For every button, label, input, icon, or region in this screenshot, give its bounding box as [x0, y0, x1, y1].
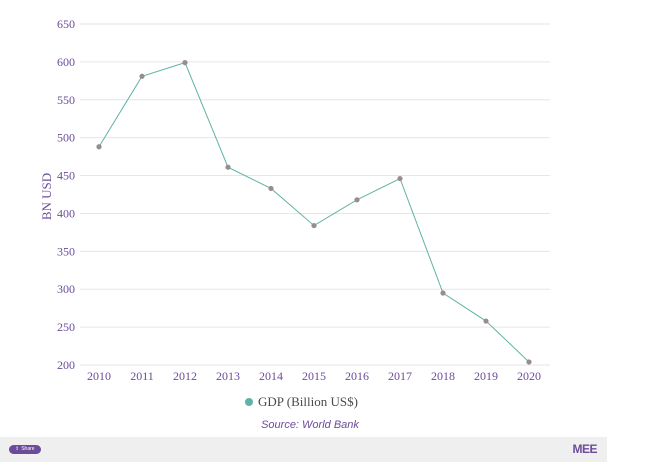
y-tick-label: 550: [57, 93, 75, 107]
data-point[interactable]: [440, 290, 446, 296]
data-point[interactable]: [311, 222, 317, 229]
data-point[interactable]: [268, 185, 274, 192]
series-gdp: [96, 60, 532, 365]
y-tick-label: 400: [57, 206, 75, 220]
x-tick-label: 2012: [173, 369, 197, 383]
gridlines: [80, 23, 550, 366]
circle-marker-icon: [245, 398, 253, 406]
share-icon: ⇪: [15, 446, 20, 452]
x-tick-label: 2019: [474, 369, 498, 383]
x-tick-label: 2017: [388, 369, 412, 383]
y-tick-label: 600: [57, 55, 75, 69]
x-tick-label: 2018: [431, 369, 455, 383]
y-tick-label: 500: [57, 131, 75, 145]
footer-bar: ⇪ Share MEE: [0, 437, 607, 462]
y-tick-label: 200: [57, 358, 75, 372]
share-button[interactable]: ⇪ Share: [9, 445, 41, 454]
data-point[interactable]: [225, 164, 231, 170]
y-tick-label: 300: [57, 282, 75, 296]
x-axis-ticks: 2010 2011 2012 2013 2014 2015 2016 2017 2018 2019…: [87, 369, 541, 383]
x-tick-label: 2013: [216, 369, 240, 383]
share-label: Share: [21, 446, 35, 452]
x-tick-label: 2011: [130, 369, 154, 383]
y-axis-ticks: 650 600 550 500 450 400 350 300 250 200: [57, 17, 75, 372]
legend[interactable]: GDP (Billion US$): [245, 394, 358, 410]
legend-label: GDP (Billion US$): [258, 394, 358, 409]
x-tick-label: 2010: [87, 369, 111, 383]
mee-logo[interactable]: MEE: [572, 442, 597, 456]
y-tick-label: 450: [57, 169, 75, 183]
x-tick-label: 2014: [259, 369, 283, 383]
data-point[interactable]: [483, 318, 489, 324]
y-axis-label: BN USD: [39, 173, 54, 220]
x-tick-label: 2016: [345, 369, 369, 383]
y-tick-label: 350: [57, 244, 75, 258]
data-point[interactable]: [354, 197, 360, 203]
x-tick-label: 2015: [302, 369, 326, 383]
data-point[interactable]: [397, 175, 403, 182]
data-point[interactable]: [182, 60, 188, 66]
y-tick-label: 650: [57, 17, 75, 31]
data-point[interactable]: [526, 359, 532, 365]
y-tick-label: 250: [57, 320, 75, 334]
data-point[interactable]: [139, 73, 145, 79]
series-line: [98, 62, 530, 363]
data-point[interactable]: [96, 144, 102, 150]
x-tick-label: 2020: [517, 369, 541, 383]
source-note: Source: World Bank: [261, 419, 359, 431]
